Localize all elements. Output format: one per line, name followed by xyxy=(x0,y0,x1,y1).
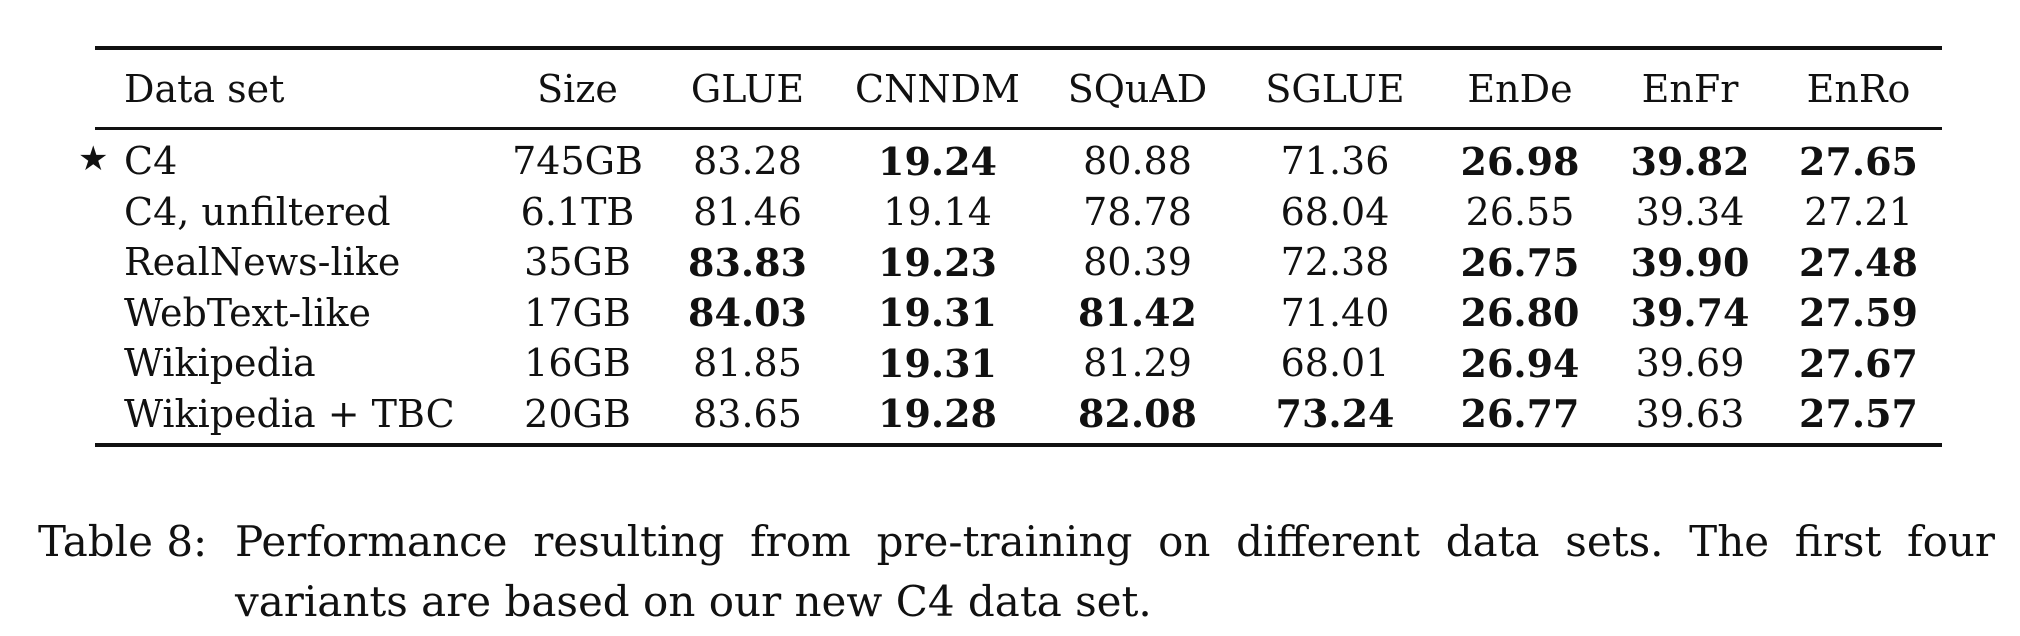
cell-cnndm: 19.28 xyxy=(878,391,997,437)
cell-squad: 81.29 xyxy=(1083,341,1192,386)
cell-squad: 80.39 xyxy=(1083,240,1192,285)
table-row: C4, unfiltered 6.1TB 81.46 19.14 78.78 68.04 2… xyxy=(95,187,1942,238)
cell-glue: 83.65 xyxy=(693,391,802,436)
cell-glue: 81.46 xyxy=(693,189,802,234)
cell-sglue: 68.01 xyxy=(1280,341,1390,386)
row-dataset-name: Wikipedia + TBC xyxy=(95,389,495,440)
cell-ende: 26.98 xyxy=(1460,138,1580,184)
table-header: Data set Size GLUE CNNDM SQuAD SGLUE EnD… xyxy=(95,50,1942,127)
dataset-label: Wikipedia xyxy=(124,341,316,386)
baseline-star-icon: ★ xyxy=(78,139,109,180)
cell-glue: 84.03 xyxy=(688,290,807,336)
header-enro: EnRo xyxy=(1806,66,1911,111)
caption-text: Performance resulting from pre-training … xyxy=(235,512,1995,632)
cell-cnndm: 19.24 xyxy=(878,138,997,184)
cell-squad: 78.78 xyxy=(1083,189,1192,234)
header-dataset: Data set xyxy=(124,66,285,111)
cell-enro: 27.48 xyxy=(1799,239,1918,285)
row-dataset-name: WebText-like xyxy=(95,288,495,339)
cell-enfr: 39.69 xyxy=(1635,341,1745,386)
dataset-label: RealNews-like xyxy=(124,240,401,285)
results-table: Data set Size GLUE CNNDM SQuAD SGLUE EnD… xyxy=(78,46,1942,447)
cell-ende: 26.55 xyxy=(1465,189,1575,234)
row-dataset-name: Wikipedia xyxy=(95,338,495,389)
cell-squad: 80.88 xyxy=(1083,139,1192,184)
cell-cnndm: 19.14 xyxy=(883,189,992,234)
header-size: Size xyxy=(537,66,618,111)
header-ende: EnDe xyxy=(1467,66,1573,111)
cell-enfr: 39.82 xyxy=(1630,138,1750,184)
cell-enro: 27.21 xyxy=(1804,189,1913,234)
table-top-rule xyxy=(95,46,1942,50)
cell-enfr: 39.74 xyxy=(1630,290,1750,336)
cell-enro: 27.67 xyxy=(1799,340,1918,386)
cell-enro: 27.59 xyxy=(1799,290,1918,336)
cell-size: 17GB xyxy=(524,290,631,335)
cell-ende: 26.77 xyxy=(1460,391,1580,437)
header-sglue: SGLUE xyxy=(1265,66,1405,111)
cell-size: 16GB xyxy=(524,341,631,386)
cell-glue: 83.28 xyxy=(693,139,802,184)
cell-sglue: 72.38 xyxy=(1280,240,1390,285)
cell-sglue: 68.04 xyxy=(1280,189,1390,234)
cell-size: 35GB xyxy=(524,240,631,285)
cell-enfr: 39.63 xyxy=(1635,391,1745,436)
cell-sglue: 73.24 xyxy=(1275,391,1395,437)
row-dataset-name: C4, unfiltered xyxy=(95,187,495,238)
dataset-label: WebText-like xyxy=(124,290,372,335)
cell-squad: 81.42 xyxy=(1078,290,1197,336)
header-row: Data set Size GLUE CNNDM SQuAD SGLUE EnD… xyxy=(95,50,1942,127)
cell-sglue: 71.36 xyxy=(1280,139,1390,184)
cell-glue: 81.85 xyxy=(693,341,802,386)
table-row: Wikipedia 16GB 81.85 19.31 81.29 68.01 26.94 39… xyxy=(95,338,1942,389)
table-row: RealNews-like 35GB 83.83 19.23 80.39 72.38 26.… xyxy=(95,237,1942,288)
cell-enro: 27.57 xyxy=(1799,391,1918,437)
cell-cnndm: 19.31 xyxy=(878,340,997,386)
table-mid-rule xyxy=(95,127,1942,130)
cell-enfr: 39.90 xyxy=(1630,239,1750,285)
header-squad: SQuAD xyxy=(1067,66,1208,111)
cell-ende: 26.75 xyxy=(1460,239,1580,285)
cell-cnndm: 19.31 xyxy=(878,290,997,336)
cell-glue: 83.83 xyxy=(688,239,807,285)
cell-cnndm: 19.23 xyxy=(878,239,997,285)
dataset-label: Wikipedia + TBC xyxy=(124,391,455,436)
cell-size: 745GB xyxy=(512,139,643,184)
cell-enfr: 39.34 xyxy=(1635,189,1745,234)
caption-line-2: variants are based on our new C4 data se… xyxy=(235,577,1152,626)
header-cnndm: CNNDM xyxy=(855,66,1020,111)
table-row: WebText-like 17GB 84.03 19.31 81.42 71.40 26.8… xyxy=(95,288,1942,339)
dataset-label: C4, unfiltered xyxy=(124,189,391,234)
header-glue: GLUE xyxy=(690,66,805,111)
cell-sglue: 71.40 xyxy=(1280,290,1390,335)
row-dataset-name: RealNews-like xyxy=(95,237,495,288)
row-dataset-name: ★ C4 xyxy=(78,136,495,187)
table-body: ★ C4 745GB 83.28 19.24 80.88 71.36 26.98 39.82 27… xyxy=(78,136,1942,440)
dataset-label: C4 xyxy=(124,139,178,184)
cell-squad: 82.08 xyxy=(1078,391,1197,437)
caption-label: Table 8: xyxy=(38,517,208,566)
table-bottom-rule xyxy=(95,443,1942,447)
cell-size: 20GB xyxy=(524,391,631,436)
caption-line-1: Performance resulting from pre-training … xyxy=(235,517,1995,566)
cell-ende: 26.80 xyxy=(1460,290,1580,336)
cell-ende: 26.94 xyxy=(1460,340,1580,386)
header-enfr: EnFr xyxy=(1641,66,1739,111)
table-row: ★ C4 745GB 83.28 19.24 80.88 71.36 26.98 39.82 27… xyxy=(78,136,1942,187)
cell-size: 6.1TB xyxy=(520,189,635,234)
table-row: Wikipedia + TBC 20GB 83.65 19.28 82.08 73.24 2… xyxy=(95,389,1942,440)
cell-enro: 27.65 xyxy=(1799,138,1918,184)
